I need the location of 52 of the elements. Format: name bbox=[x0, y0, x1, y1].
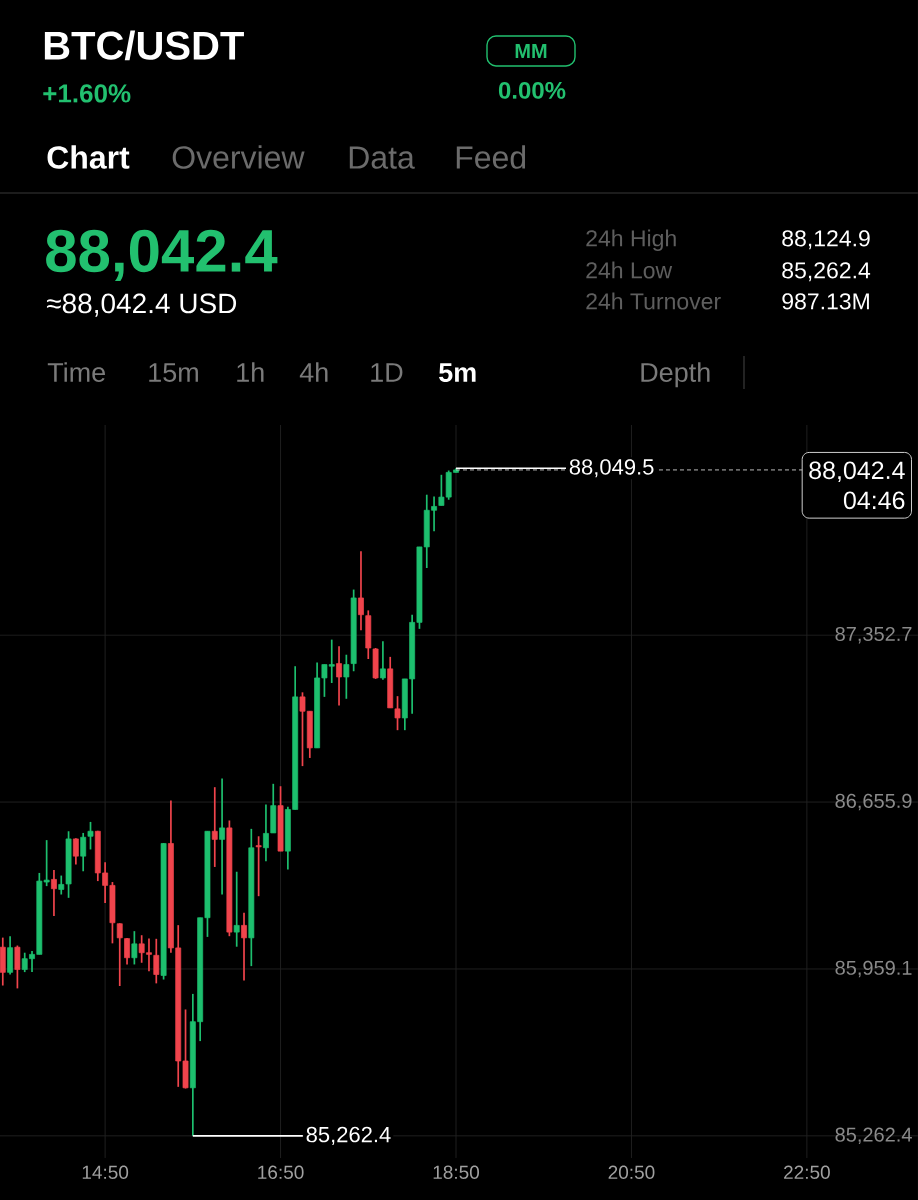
text: 0.00% bbox=[498, 81, 566, 99]
text: 1h bbox=[237, 362, 264, 382]
text: 24h Turnover bbox=[586, 292, 721, 310]
text: 5m bbox=[439, 363, 476, 382]
text: Depth bbox=[641, 362, 710, 388]
text: 15m bbox=[149, 363, 198, 382]
y-tick-label: 85,262.4 bbox=[835, 1127, 912, 1145]
text: 88,042.4 bbox=[46, 229, 278, 281]
text: Overview bbox=[172, 145, 305, 169]
candlestick bbox=[241, 911, 247, 982]
annotation: 85,262.4 bbox=[306, 1126, 391, 1145]
candlestick bbox=[233, 870, 240, 948]
candlestick bbox=[343, 653, 350, 700]
candlestick bbox=[131, 930, 138, 966]
annotation: 04:46 bbox=[843, 491, 905, 510]
chart-title: BTC/USDT bbox=[44, 30, 244, 61]
x-tick-label: 18:50 bbox=[433, 1165, 480, 1179]
text: 987.13M bbox=[782, 293, 869, 310]
text: Data bbox=[349, 146, 415, 169]
annotation: 88,049.5 bbox=[569, 459, 654, 478]
y-tick-label: 87,352.7 bbox=[835, 626, 912, 644]
text: 24h High bbox=[586, 229, 676, 252]
candlestick bbox=[72, 837, 79, 866]
y-tick-label: 86,655.9 bbox=[835, 793, 912, 811]
candlestick bbox=[153, 937, 160, 985]
candlestick bbox=[379, 640, 386, 681]
y-tick-label: 85,959.1 bbox=[835, 960, 912, 978]
text: Time bbox=[47, 362, 105, 382]
candlestick bbox=[219, 777, 225, 896]
candlestick bbox=[336, 645, 342, 707]
text: +1.60% bbox=[43, 84, 131, 103]
text: 85,262.4 bbox=[782, 262, 871, 282]
candlestick bbox=[51, 869, 57, 917]
candlestick bbox=[14, 944, 21, 990]
x-tick-label: 16:50 bbox=[258, 1165, 304, 1179]
candlestick bbox=[80, 832, 87, 873]
text: Feed bbox=[456, 145, 526, 169]
candlestick bbox=[255, 835, 262, 898]
text: 88,124.9 bbox=[782, 230, 870, 250]
text: 1D bbox=[371, 363, 403, 382]
x-tick-label: 14:50 bbox=[82, 1165, 129, 1179]
candlestick bbox=[358, 550, 364, 632]
text: ≈88,042.4 USD bbox=[46, 293, 237, 317]
text: 24h Low bbox=[586, 261, 673, 279]
x-tick-label: 20:50 bbox=[608, 1165, 655, 1179]
ref-line-label: 88,042.4 bbox=[809, 461, 905, 483]
text: MM bbox=[515, 44, 547, 58]
text: Chart bbox=[47, 145, 130, 169]
candlestick bbox=[87, 821, 94, 851]
candlestick bbox=[211, 786, 218, 868]
x-tick-label: 22:50 bbox=[784, 1165, 830, 1179]
text: 4h bbox=[299, 362, 328, 382]
